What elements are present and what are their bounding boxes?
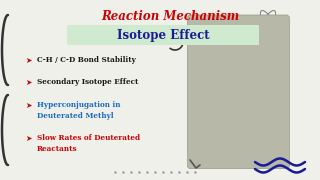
Text: Reactants: Reactants: [37, 145, 77, 153]
FancyBboxPatch shape: [67, 25, 259, 45]
Text: ➤: ➤: [25, 78, 31, 87]
Text: C-H / C-D Bond Stability: C-H / C-D Bond Stability: [37, 56, 136, 64]
Text: ➤: ➤: [25, 100, 31, 109]
Text: Hyperconjugation in: Hyperconjugation in: [37, 101, 121, 109]
Text: Reaction Mechanism: Reaction Mechanism: [101, 10, 239, 22]
Text: Deuterated Methyl: Deuterated Methyl: [37, 112, 114, 120]
Text: Slow Rates of Deuterated: Slow Rates of Deuterated: [37, 134, 140, 142]
Text: ➤: ➤: [25, 134, 31, 143]
Text: ➤: ➤: [25, 55, 31, 64]
FancyBboxPatch shape: [188, 15, 289, 169]
Text: Secondary Isotope Effect: Secondary Isotope Effect: [37, 78, 138, 86]
Text: Isotope Effect: Isotope Effect: [117, 28, 209, 42]
